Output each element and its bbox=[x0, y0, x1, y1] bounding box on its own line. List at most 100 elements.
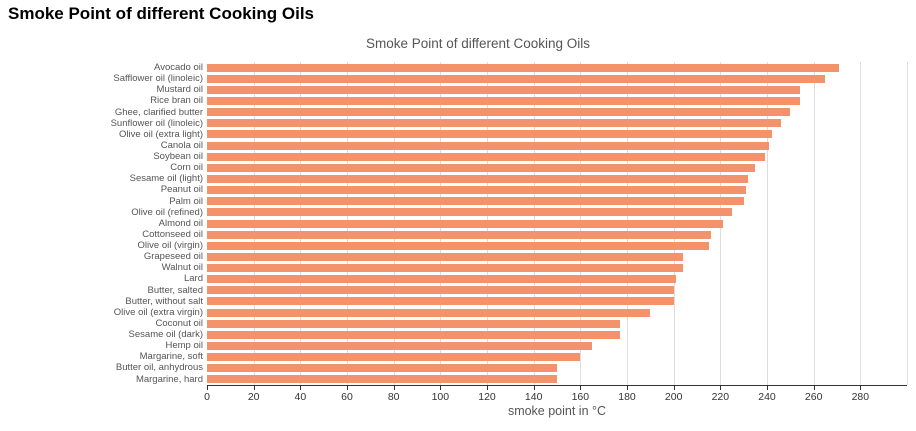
bar bbox=[207, 219, 723, 228]
gridline bbox=[907, 62, 908, 385]
category-label: Mustard oil bbox=[156, 84, 203, 96]
tick-mark bbox=[300, 386, 302, 390]
tick-mark bbox=[487, 386, 488, 390]
bar bbox=[207, 85, 800, 94]
category-label: Butter, salted bbox=[147, 284, 203, 296]
tick-label: 0 bbox=[204, 391, 210, 403]
tick-mark bbox=[533, 386, 535, 390]
gridline bbox=[860, 62, 862, 385]
tick-mark bbox=[673, 386, 675, 390]
tick-label: 20 bbox=[247, 391, 260, 403]
category-label: Olive oil (extra light) bbox=[119, 128, 203, 140]
bar bbox=[207, 208, 732, 217]
bar bbox=[207, 152, 765, 161]
bar bbox=[207, 230, 711, 239]
tick-label: 60 bbox=[341, 391, 353, 403]
tick-mark bbox=[580, 386, 582, 390]
category-label: Coconut oil bbox=[155, 317, 203, 329]
bar bbox=[207, 342, 592, 351]
tick-label: 240 bbox=[758, 391, 776, 403]
category-label: Palm oil bbox=[169, 195, 203, 207]
category-label: Margarine, hard bbox=[135, 373, 203, 385]
category-label: Butter oil, anhydrous bbox=[115, 362, 203, 374]
category-label: Olive oil (virgin) bbox=[137, 240, 203, 251]
category-label: Almond oil bbox=[158, 217, 203, 229]
tick-label: 120 bbox=[478, 391, 496, 403]
category-labels: Avocado oil Safflower oil (linoleic) Musta… bbox=[0, 62, 203, 385]
tick-mark bbox=[440, 386, 442, 390]
bar bbox=[207, 330, 620, 339]
bar bbox=[207, 375, 557, 384]
category-label: Walnut oil bbox=[161, 262, 203, 274]
gridline bbox=[813, 62, 815, 385]
bar bbox=[207, 364, 557, 373]
tick-label: 200 bbox=[664, 391, 683, 403]
category-label: Avocado oil bbox=[154, 62, 203, 73]
bar bbox=[207, 275, 676, 284]
category-label: Corn oil bbox=[170, 162, 203, 174]
tick-mark bbox=[393, 386, 395, 390]
bar bbox=[207, 197, 744, 206]
bar bbox=[207, 353, 581, 362]
category-label: Hemp oil bbox=[165, 340, 204, 352]
category-label: Peanut oil bbox=[160, 184, 203, 196]
tick-label: 260 bbox=[804, 391, 823, 403]
tick-mark bbox=[767, 386, 768, 390]
category-label: Lard bbox=[183, 273, 203, 285]
category-label: Sesame oil (dark) bbox=[128, 329, 203, 340]
bar bbox=[207, 130, 772, 139]
tick-label: 80 bbox=[387, 391, 400, 403]
bar bbox=[207, 119, 781, 128]
bar bbox=[207, 297, 674, 306]
category-label: Sesame oil (light) bbox=[129, 173, 203, 185]
category-label: Margarine, soft bbox=[139, 351, 203, 363]
tick-mark bbox=[347, 386, 348, 390]
tick-mark bbox=[253, 386, 255, 390]
bar bbox=[207, 108, 791, 117]
tick-mark bbox=[860, 386, 862, 390]
category-label: Safflower oil (linoleic) bbox=[113, 73, 203, 85]
page-heading: Smoke Point of different Cooking Oils bbox=[8, 4, 315, 23]
tick-label: 180 bbox=[618, 391, 636, 403]
tick-label: 40 bbox=[294, 391, 307, 403]
bar bbox=[207, 163, 756, 172]
bar bbox=[207, 63, 840, 72]
gridline bbox=[767, 62, 768, 385]
bar bbox=[207, 252, 683, 261]
category-label: Soybean oil bbox=[153, 151, 203, 162]
tick-mark bbox=[813, 386, 815, 390]
tick-label: 100 bbox=[431, 391, 450, 403]
bar bbox=[207, 74, 826, 83]
tick-label: 160 bbox=[571, 391, 590, 403]
chart-title: Smoke Point of different Cooking Oils bbox=[365, 36, 591, 51]
category-label: Olive oil (extra virgin) bbox=[113, 306, 203, 318]
category-label: Ghee, clarified butter bbox=[114, 106, 203, 118]
category-label: Cottonseed oil bbox=[142, 228, 203, 240]
bar bbox=[207, 97, 800, 105]
x-axis-title: smoke point in °C bbox=[507, 404, 607, 418]
tick-label: 220 bbox=[711, 391, 730, 403]
bar bbox=[207, 174, 749, 183]
bar bbox=[207, 286, 674, 295]
bar bbox=[207, 319, 620, 328]
tick-label: 140 bbox=[524, 391, 543, 403]
category-label: Sunflower oil (linoleic) bbox=[110, 117, 203, 129]
bar bbox=[207, 308, 651, 317]
category-label: Grapeseed oil bbox=[143, 251, 203, 263]
plot-area bbox=[207, 62, 908, 385]
category-label: Canola oil bbox=[160, 139, 203, 151]
category-label: Rice bran oil bbox=[150, 95, 203, 107]
x-axis: 0 20 40 60 80 100 120 140 160 180 200 220 240 260 280 bbox=[204, 385, 907, 406]
bar bbox=[207, 241, 709, 250]
tick-mark bbox=[207, 386, 208, 390]
bar bbox=[207, 264, 683, 273]
tick-mark bbox=[720, 386, 722, 390]
bar bbox=[207, 186, 746, 195]
category-label: Olive oil (refined) bbox=[131, 206, 203, 218]
category-label: Butter, without salt bbox=[125, 295, 203, 307]
tick-label: 280 bbox=[851, 391, 870, 403]
bar bbox=[207, 141, 770, 150]
tick-mark bbox=[627, 386, 628, 390]
